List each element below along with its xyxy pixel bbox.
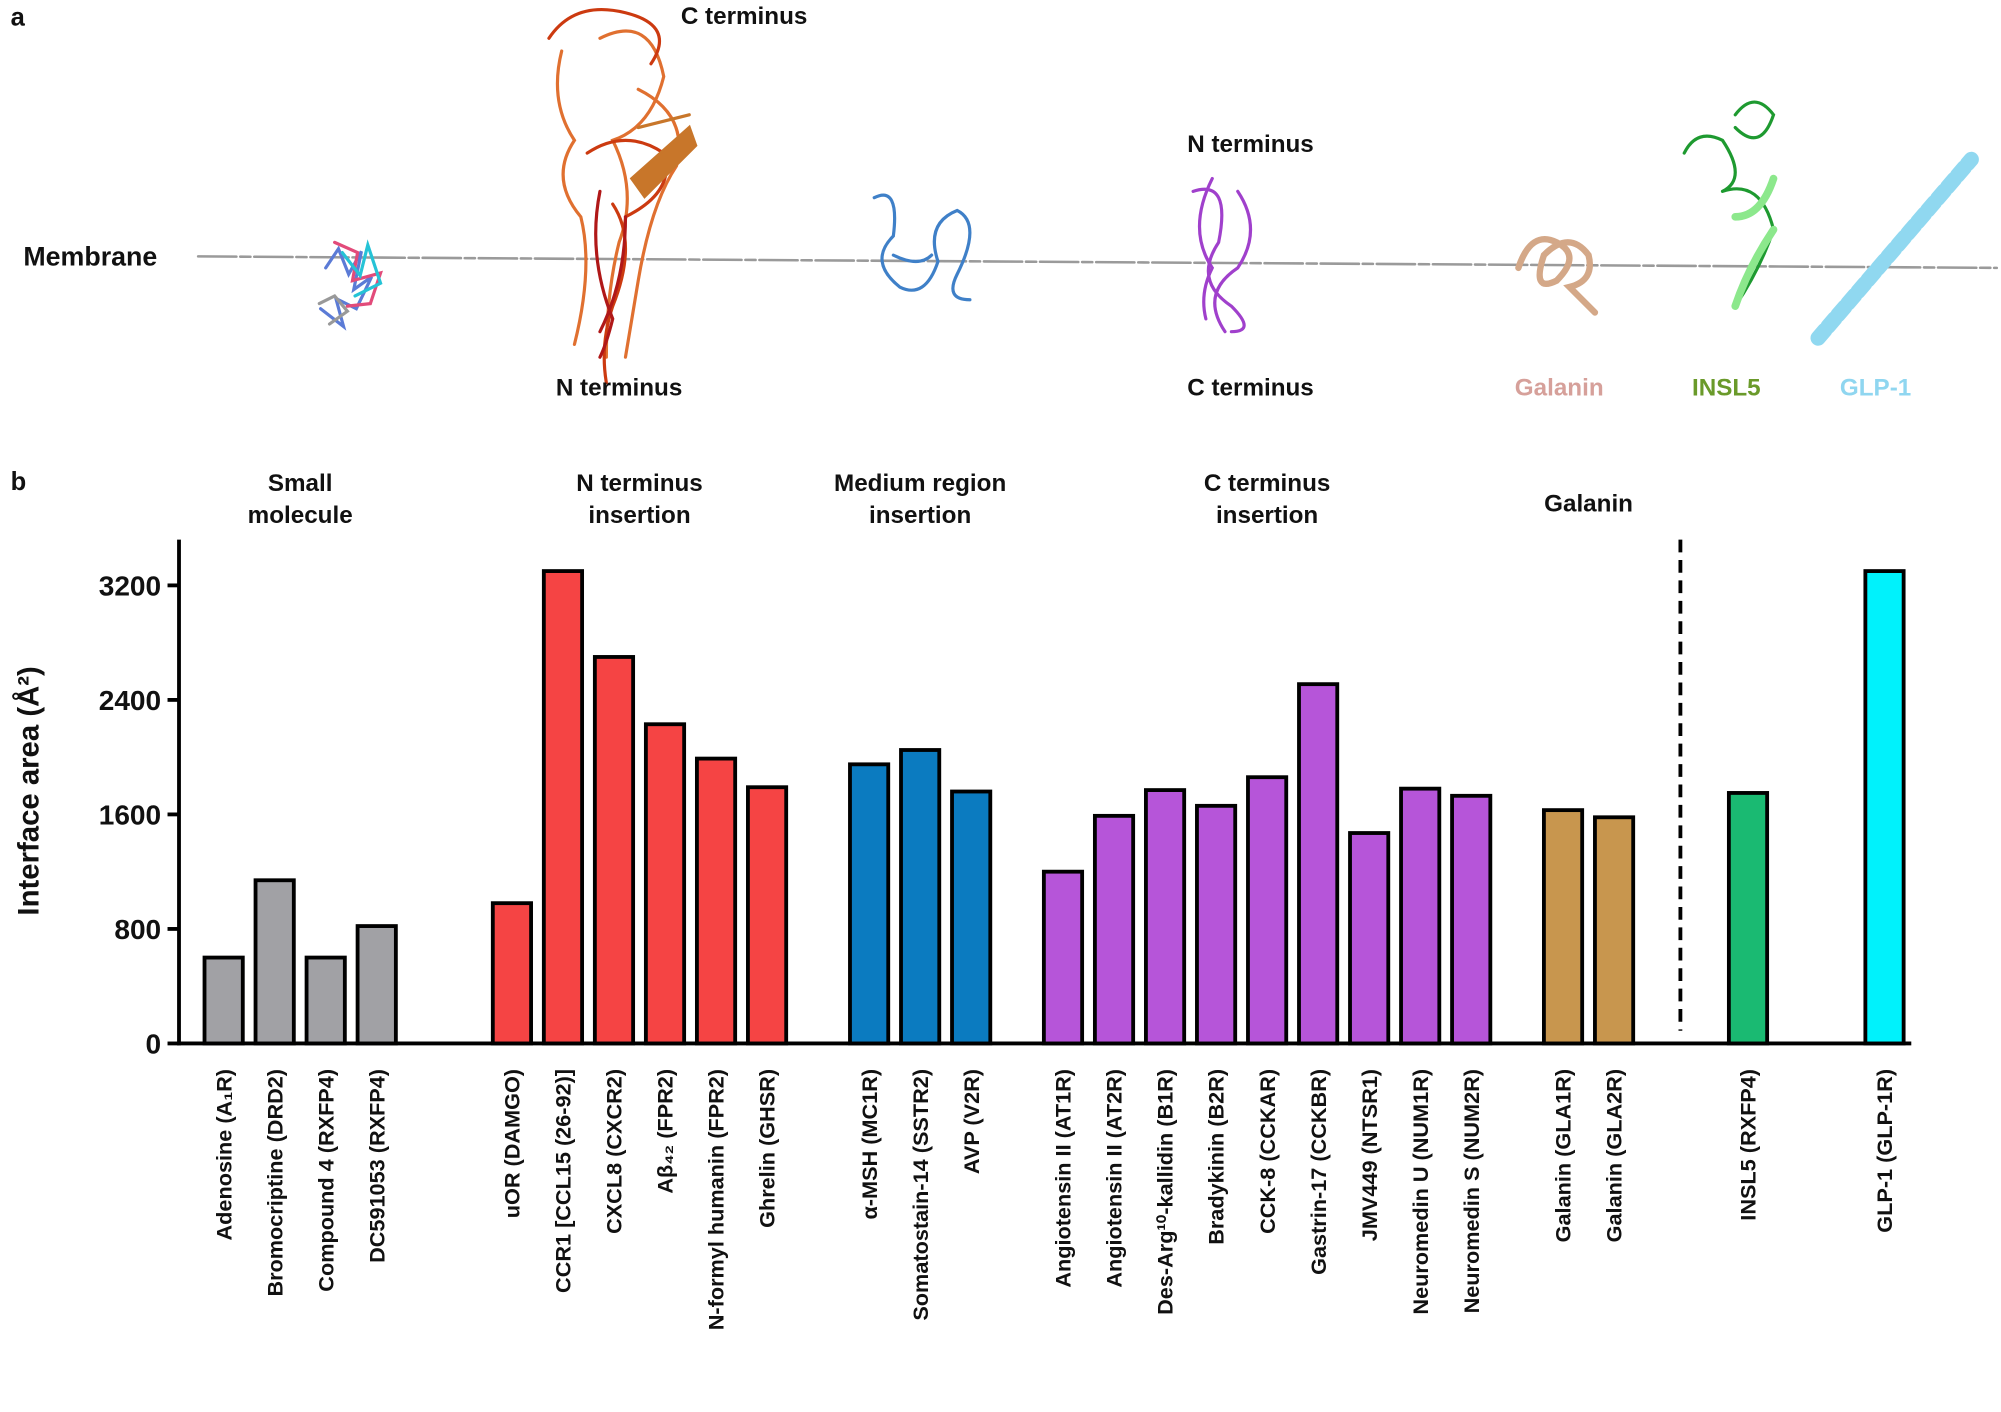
group-label: Medium region insertion <box>834 470 1006 529</box>
x-tick-label: Gastrin-17 (CCKBR) <box>1306 1069 1331 1275</box>
x-tick-label: Compound 4 (RXFP4) <box>313 1069 338 1292</box>
structure-label: C terminus <box>681 3 808 30</box>
bar <box>1297 682 1340 1046</box>
bar <box>1863 569 1906 1046</box>
structure-label: N terminus <box>556 374 683 401</box>
group-label: N terminus insertion <box>576 470 703 529</box>
x-tick-label: Neuromedin U (NUM1R) <box>1408 1069 1433 1315</box>
group-label-line: insertion <box>588 502 690 529</box>
x-tick-label: INSL5 (RXFP4) <box>1736 1069 1761 1221</box>
x-tick-label: JMV449 (NTSR1) <box>1357 1069 1382 1241</box>
x-tick-label: Bradykinin (B2R) <box>1204 1069 1229 1245</box>
group-label-line: molecule <box>248 502 353 529</box>
group-label: C terminus insertion <box>1204 470 1331 529</box>
small-molecule <box>333 240 384 308</box>
x-tick-label: DC591053 (RXFP4) <box>364 1069 389 1263</box>
bar <box>304 955 347 1046</box>
group-label-line: Galanin <box>1544 491 1633 518</box>
x-tick-label: uOR (DAMGO) <box>500 1069 525 1218</box>
membrane-label: Membrane <box>23 241 157 271</box>
structure-label: N terminus <box>1187 131 1314 158</box>
bar <box>1092 813 1136 1046</box>
group-label: Galanin <box>1544 491 1633 518</box>
medium-insertion-structure <box>872 193 972 302</box>
x-tick-label: Galanin (GLA2R) <box>1602 1069 1627 1242</box>
x-tick-label: α-MSH (MC1R) <box>857 1069 882 1220</box>
y-axis-title: Interface area (Å²) <box>13 666 46 915</box>
bar <box>1593 815 1636 1046</box>
bar <box>694 756 738 1046</box>
x-tick-label: CCR1 [CCL15 (26-92)] <box>551 1069 576 1293</box>
y-tick-label: 2400 <box>99 685 161 716</box>
bar <box>1399 786 1442 1046</box>
panel-a-structures <box>196 8 1999 385</box>
bar <box>950 789 993 1046</box>
group-label-line: C terminus <box>1204 470 1331 497</box>
bar <box>1726 791 1770 1046</box>
n-insertion-structure <box>629 113 698 199</box>
bar <box>848 762 891 1046</box>
bar <box>1348 831 1391 1046</box>
x-tick-label: Des-Arg¹⁰-kallidin (B1R) <box>1153 1069 1178 1315</box>
x-tick-label: Angiotensin II (AT1R) <box>1051 1069 1076 1288</box>
x-tick-label: Angiotensin II (AT2R) <box>1102 1069 1127 1288</box>
bar <box>253 878 296 1046</box>
insl5-structure <box>1731 174 1778 310</box>
y-tick-label: 3200 <box>99 571 161 602</box>
bar <box>1041 869 1085 1046</box>
x-tick-label: Adenosine (A₁R) <box>211 1069 236 1241</box>
bar <box>490 901 533 1046</box>
x-tick-label: Ghrelin (GHSR) <box>755 1069 780 1228</box>
x-tick-label: Neuromedin S (NUM2R) <box>1459 1069 1484 1313</box>
x-tick-label: AVP (V2R) <box>959 1069 984 1174</box>
bar <box>355 924 398 1046</box>
bar <box>1195 803 1238 1046</box>
structure-label: Galanin <box>1515 374 1604 401</box>
group-label-line: N terminus <box>576 470 703 497</box>
bar <box>541 569 585 1046</box>
bar <box>592 655 636 1046</box>
small-molecule <box>319 245 374 331</box>
group-label-line: Small <box>268 470 333 497</box>
bar <box>1450 793 1493 1046</box>
structure-label: GLP-1 <box>1840 374 1911 401</box>
group-label: Small molecule <box>248 470 353 529</box>
x-tick-label: CCK-8 (CCKAR) <box>1255 1069 1280 1234</box>
panel-label: b <box>11 468 27 496</box>
bar <box>1246 775 1289 1046</box>
group-label-line: Medium region <box>834 470 1006 497</box>
x-tick-label: Galanin (GLA1R) <box>1551 1069 1576 1242</box>
bar <box>643 722 687 1046</box>
n-insertion-structure <box>594 189 628 359</box>
glp1-structure <box>1810 151 1979 346</box>
y-tick-label: 800 <box>114 914 161 945</box>
small-molecule <box>340 239 383 298</box>
x-tick-label: N-formyl humanin (FPR2) <box>704 1069 729 1330</box>
bar <box>1144 788 1187 1046</box>
x-tick-label: GLP-1 (GLP-1R) <box>1872 1069 1897 1233</box>
x-tick-label: CXCL8 (CXCR2) <box>602 1069 627 1234</box>
x-tick-label: Bromocriptine (DRD2) <box>262 1069 287 1297</box>
bar <box>1541 808 1585 1046</box>
small-molecule <box>317 293 350 326</box>
group-label-line: insertion <box>1216 502 1318 529</box>
c-insertion-structure <box>1191 176 1253 334</box>
structure-label: INSL5 <box>1692 374 1761 401</box>
panel-label: a <box>11 4 26 32</box>
bar <box>202 955 245 1046</box>
membrane-line <box>196 255 1999 270</box>
bar <box>899 748 942 1046</box>
group-label-line: insertion <box>869 502 971 529</box>
y-tick-label: 1600 <box>99 800 161 831</box>
galanin-structure <box>1515 236 1599 316</box>
y-tick-label: 0 <box>146 1029 162 1060</box>
n-insertion-structure <box>555 29 681 359</box>
bar <box>746 785 789 1046</box>
x-tick-label: Somatostain-14 (SSTR2) <box>908 1069 933 1321</box>
x-tick-label: Aβ₄₂ (FPR2) <box>653 1069 678 1194</box>
structure-label: C terminus <box>1187 374 1314 401</box>
